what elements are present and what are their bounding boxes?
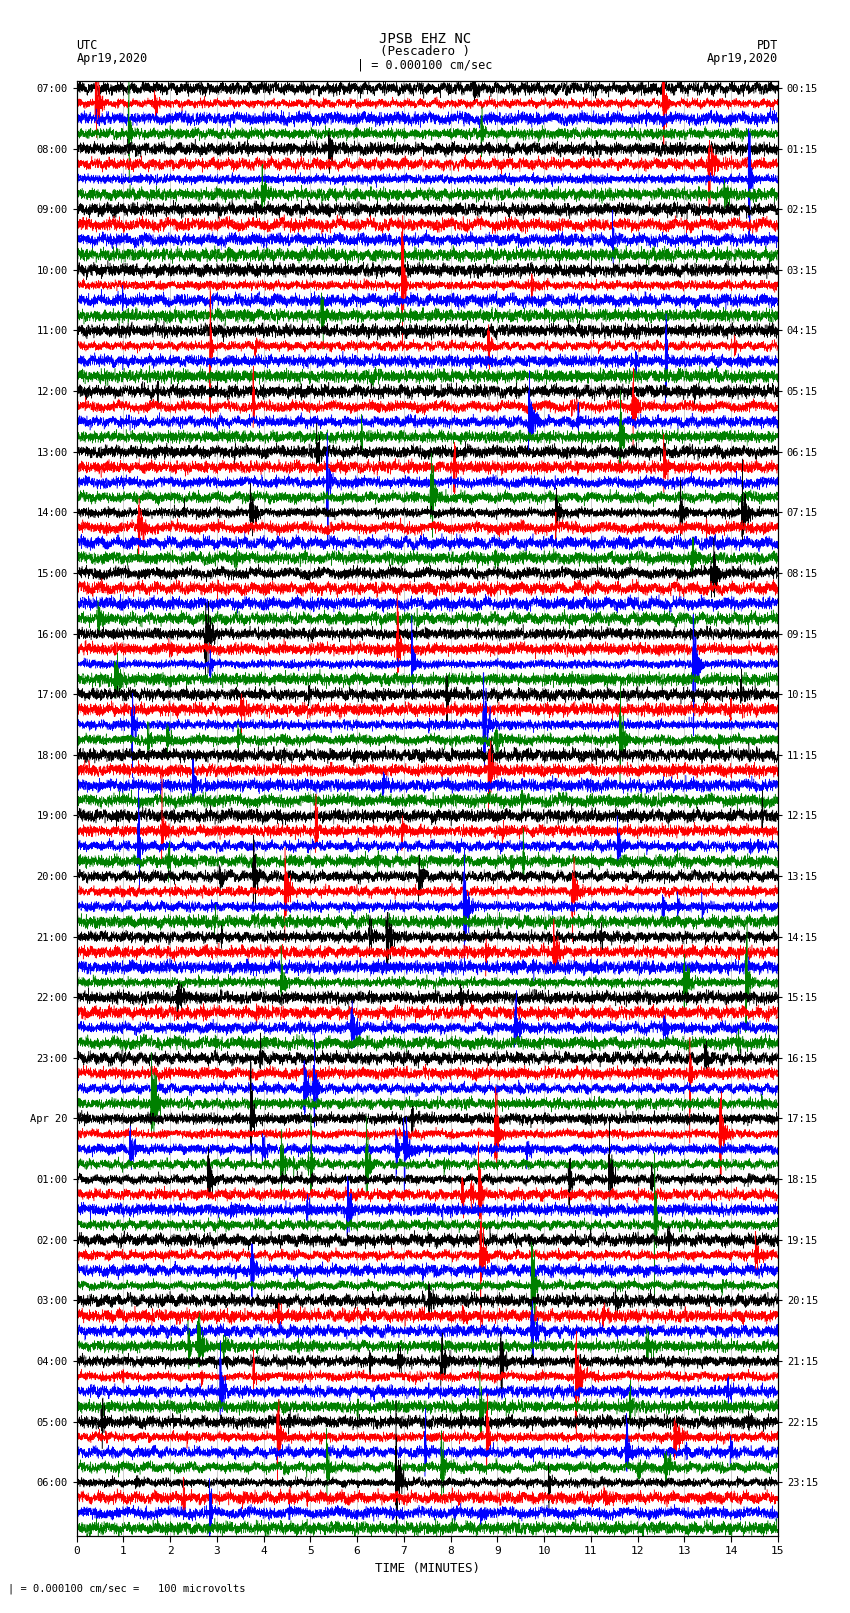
X-axis label: TIME (MINUTES): TIME (MINUTES) [375,1561,479,1574]
Text: UTC: UTC [76,39,98,52]
Text: | = 0.000100 cm/sec: | = 0.000100 cm/sec [357,58,493,71]
Text: Apr19,2020: Apr19,2020 [76,52,148,65]
Text: Apr19,2020: Apr19,2020 [706,52,778,65]
Text: (Pescadero ): (Pescadero ) [380,45,470,58]
Text: JPSB EHZ NC: JPSB EHZ NC [379,32,471,47]
Text: | = 0.000100 cm/sec =   100 microvolts: | = 0.000100 cm/sec = 100 microvolts [8,1582,246,1594]
Text: PDT: PDT [756,39,778,52]
